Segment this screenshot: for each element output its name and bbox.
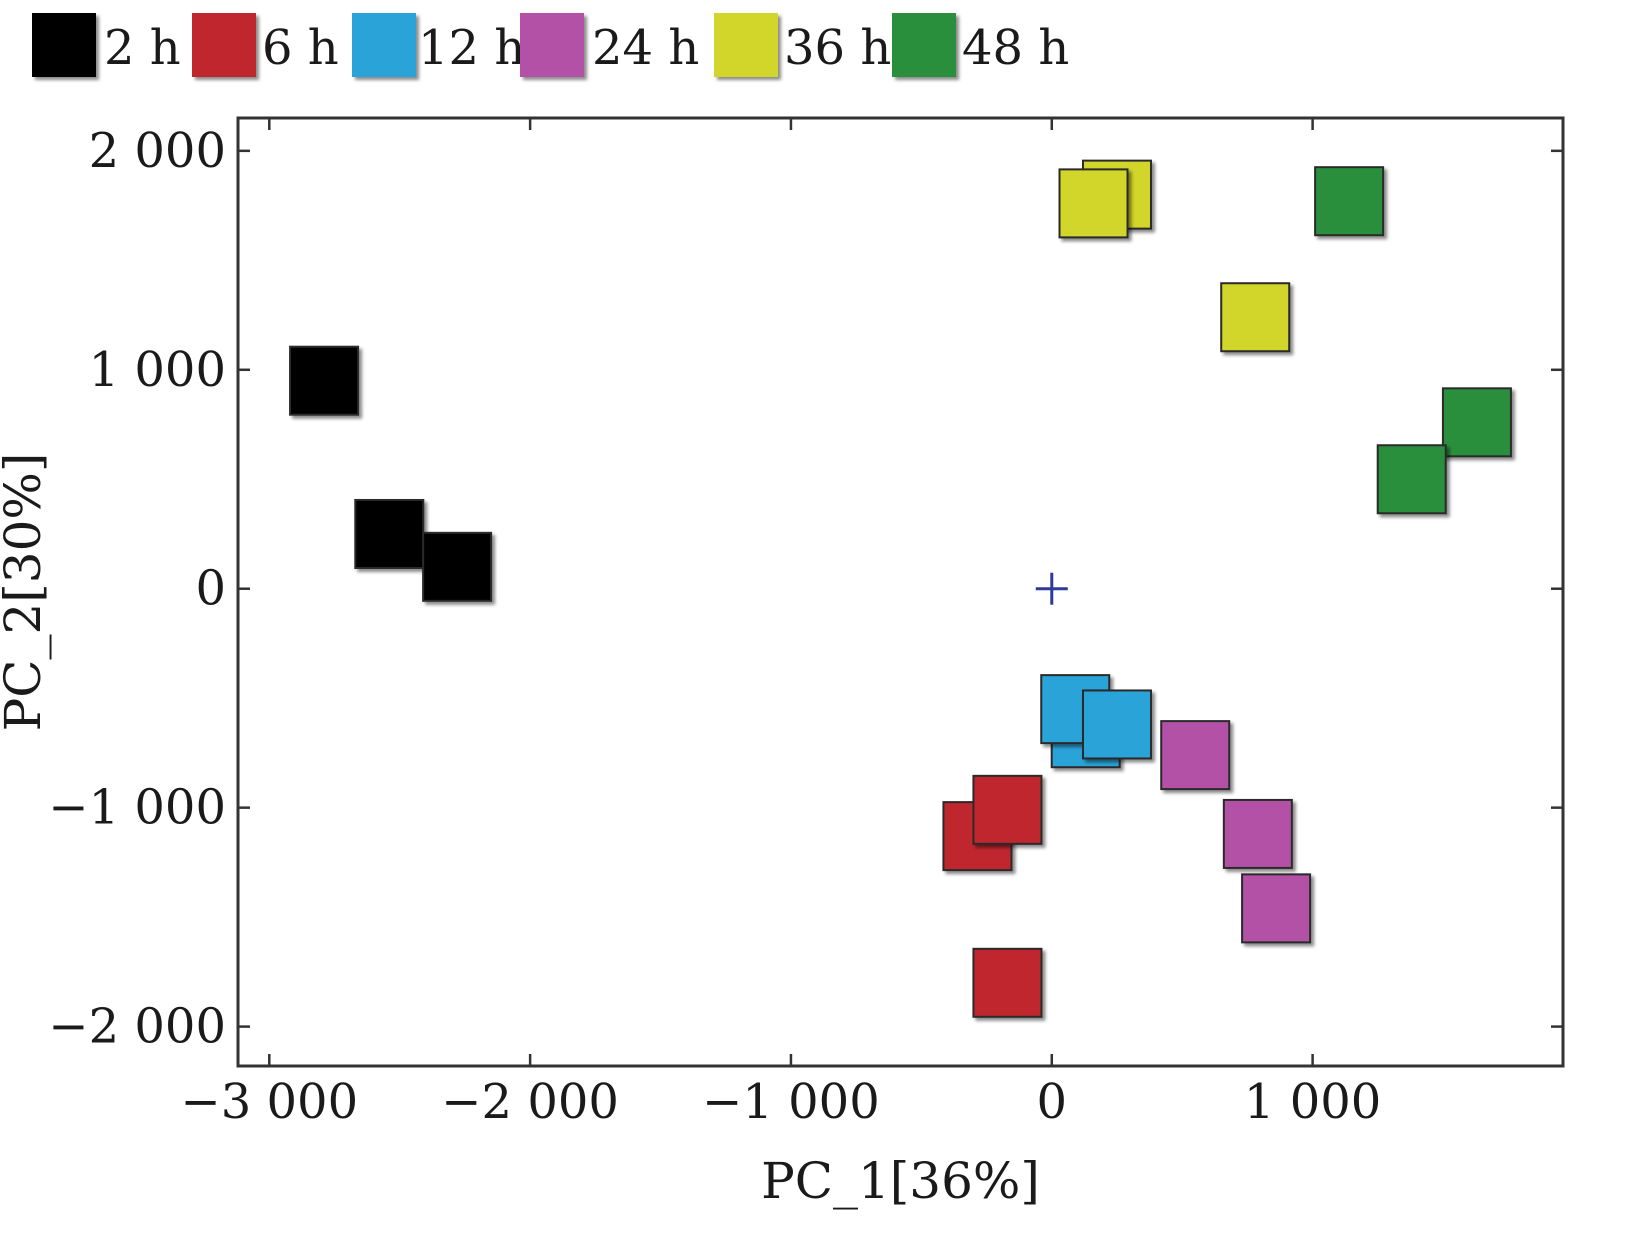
data-point-48h — [1441, 387, 1512, 458]
legend-swatch — [352, 13, 416, 77]
data-point-6h — [972, 947, 1043, 1018]
x-tick-label: −2 000 — [441, 1074, 619, 1130]
y-tick-label: 2 000 — [89, 123, 226, 179]
data-point-36h — [1058, 168, 1129, 239]
y-tick-label: 0 — [195, 561, 226, 617]
y-tick-label: −2 000 — [48, 999, 226, 1055]
x-tick-label: −1 000 — [702, 1074, 880, 1130]
legend-swatch — [892, 13, 956, 77]
legend: 2 h 6 h 12 h 24 h 36 h 48 h — [32, 13, 1069, 77]
data-point-2h — [422, 531, 493, 602]
x-tick-label: −3 000 — [180, 1074, 358, 1130]
data-point-48h — [1376, 444, 1447, 515]
data-point-2h — [354, 498, 425, 569]
legend-label: 36 h — [784, 20, 891, 76]
legend-label: 2 h — [104, 20, 181, 76]
data-point-48h — [1314, 166, 1385, 237]
data-point-12h — [1081, 689, 1152, 760]
x-tick-label: 0 — [1037, 1074, 1068, 1130]
legend-swatch — [520, 13, 584, 77]
data-point-24h — [1222, 798, 1293, 869]
y-tick-label: 1 000 — [89, 342, 226, 398]
data-points — [289, 159, 1512, 1018]
data-point-2h — [289, 345, 360, 416]
x-tick-label: 1 000 — [1244, 1074, 1381, 1130]
legend-label: 48 h — [962, 20, 1069, 76]
legend-label: 12 h — [418, 20, 525, 76]
legend-label: 24 h — [592, 20, 699, 76]
data-point-6h — [972, 774, 1043, 845]
legend-swatch — [714, 13, 778, 77]
legend-swatch — [192, 13, 256, 77]
data-point-36h — [1220, 282, 1291, 353]
y-tick-label: −1 000 — [48, 780, 226, 836]
x-axis-title: PC_1[36%] — [761, 1152, 1040, 1210]
data-point-24h — [1241, 873, 1312, 944]
y-axis-title: PC_2[30%] — [0, 453, 52, 732]
legend-label: 6 h — [262, 20, 339, 76]
axis-ticks: −3 000 −2 000 −1 000 0 1 000 −2 000 −1 000 0 1 0… — [48, 118, 1563, 1130]
legend-swatch — [32, 13, 96, 77]
origin-marker — [1035, 572, 1068, 605]
data-point-24h — [1160, 720, 1231, 791]
